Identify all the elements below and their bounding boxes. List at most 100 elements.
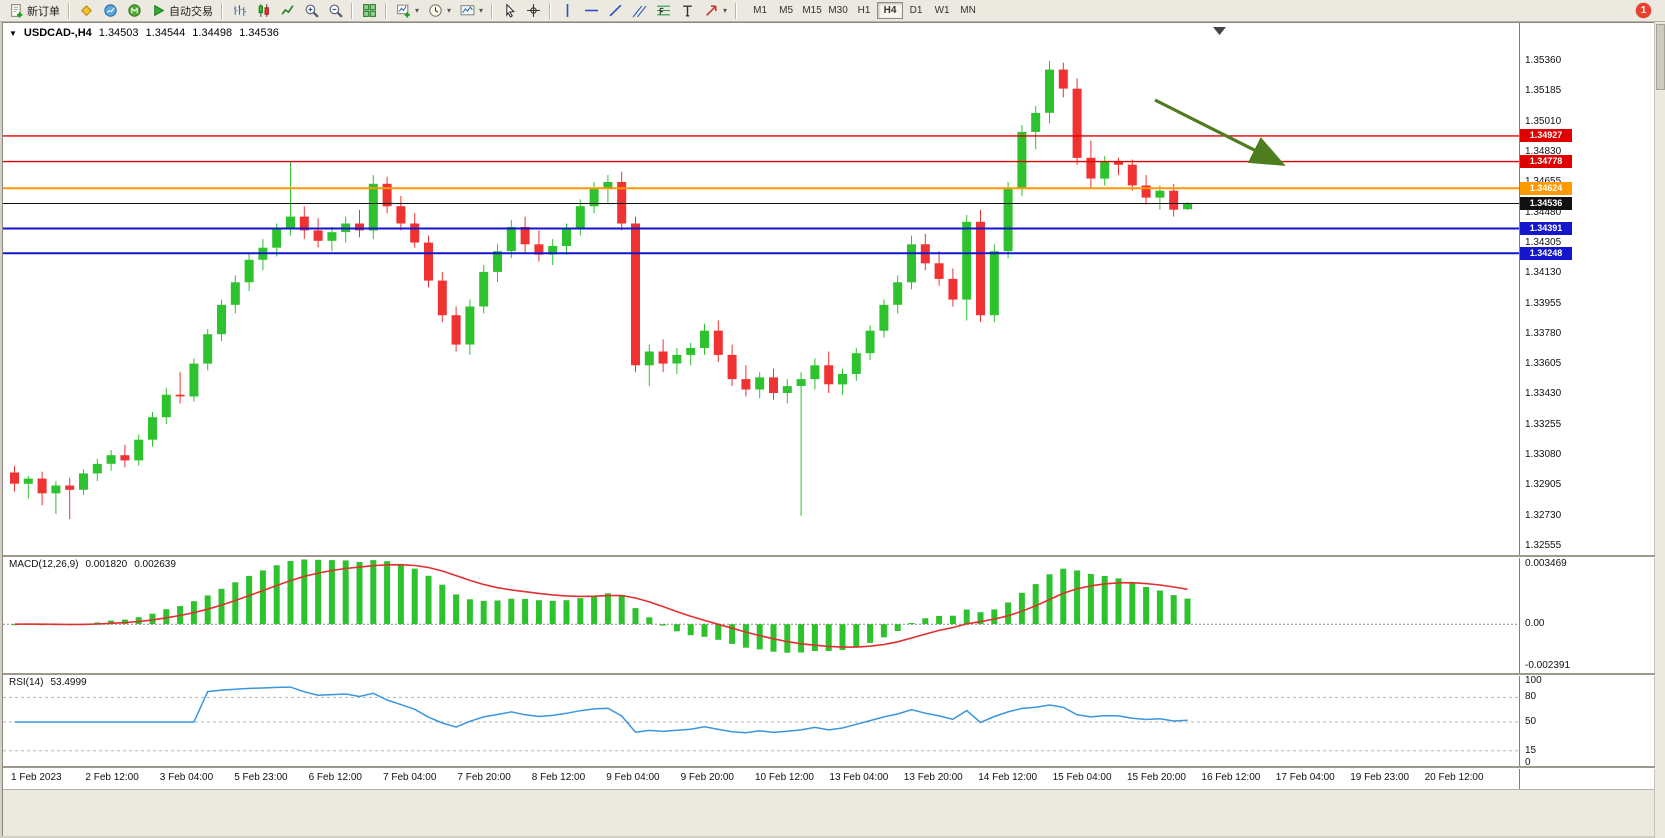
horizontal-line-tool-button[interactable] [579,1,603,20]
text-tool-button[interactable] [675,1,699,20]
candle [851,353,861,374]
chart-line-button[interactable] [275,1,299,20]
mql5-community-button[interactable] [122,1,146,20]
candle [989,251,999,316]
fibonacci-tool-button[interactable] [651,1,675,20]
time-axis[interactable]: 1 Feb 2023 2 Feb 12:00 3 Feb 04:00 5 Feb 23… [3,768,1655,789]
template-icon [459,3,475,18]
candle [493,251,502,272]
candle [631,223,640,366]
macd-histogram-bar [922,618,929,625]
new-order-button[interactable]: 新订单 [4,1,64,20]
metaeditor-button[interactable] [74,1,98,20]
candle [203,334,213,364]
zoom-in-button[interactable] [299,1,323,20]
channel-icon [631,3,647,18]
timeframe-m5[interactable]: M5 [773,2,799,19]
candle [37,478,47,494]
macd-histogram-bar [963,609,970,625]
main-chart-pane[interactable]: ▼ USDCAD-,H4 1.34503 1.34544 1.34498 1.3… [3,23,1655,555]
chart-shift-marker[interactable] [1213,27,1226,35]
cursor-tool-button[interactable] [497,1,521,20]
candle [865,330,875,354]
rsi-value: 53.4999 [50,677,87,688]
macd-histogram-bar [991,609,998,625]
macd-histogram-bar [1018,592,1025,625]
candle [548,246,558,255]
zoom-out-button[interactable] [323,1,347,20]
trend-arrow-annotation[interactable] [1154,98,1286,166]
profiles-button[interactable]: ▾ [423,1,455,20]
rsi-label: RSI(14) [9,677,44,688]
new-chart-button[interactable]: ▾ [391,1,423,20]
panel-separator[interactable] [3,555,1655,558]
panel-separator[interactable] [3,673,1655,676]
macd-histogram-bar [342,560,349,625]
tile-windows-button[interactable] [357,1,381,20]
macd-histogram-bar [11,624,18,626]
macd-histogram-bar [287,561,294,625]
autotrading-play-icon [150,3,166,18]
horizontal-line-icon [583,3,599,18]
macd-histogram-bar [246,575,253,625]
templates-button[interactable]: ▾ [455,1,487,20]
candle [1100,161,1110,179]
rsi-pane[interactable]: RSI(14) 53.4999 100 80 50 15 0 [3,675,1655,766]
macd-histogram-bar [1115,578,1122,625]
macd-histogram-bar [853,624,860,648]
autotrading-button[interactable]: 自动交易 [146,1,217,20]
macd-histogram-bar [1087,574,1094,625]
price-chart-canvas[interactable] [3,23,1519,555]
timeframe-d1[interactable]: D1 [903,2,929,19]
rsi-canvas[interactable] [3,675,1519,766]
timeframe-h4[interactable]: H4 [877,2,904,19]
crosshair-tool-button[interactable] [521,1,545,20]
macd-pane[interactable]: MACD(12,26,9) 0.001820 0.002639 0.003469… [3,557,1655,673]
arrows-tool-button[interactable]: ▾ [699,1,731,20]
notification-badge[interactable]: 1 [1636,3,1651,18]
panel-separator[interactable] [3,766,1655,769]
tile-windows-icon [361,3,377,18]
scrollbar-thumb[interactable] [1656,24,1665,90]
toolbar-separator [68,2,70,19]
chart-candles-button[interactable] [251,1,275,20]
candle [479,271,489,307]
collapse-ohlc-toggle[interactable]: ▼ [9,28,17,38]
text-tool-icon [679,3,695,18]
price-tag-1.34248: 1.34248 [1520,246,1572,260]
timeframe-m1[interactable]: M1 [747,2,773,19]
macd-histogram-bar [480,600,487,625]
timeframe-mn[interactable]: MN [955,2,981,19]
timeframe-h1[interactable]: H1 [851,2,877,19]
time-axis-label: 6 Feb 12:00 [308,772,362,783]
market-watch-button[interactable] [98,1,122,20]
timeframe-m30[interactable]: M30 [825,2,851,19]
candle [879,304,889,331]
macd-histogram-bar [618,595,625,625]
vertical-scrollbar[interactable] [1654,22,1665,838]
candle [644,351,654,366]
macd-canvas[interactable] [3,557,1519,673]
timeframe-m15[interactable]: M15 [799,2,825,19]
channel-tool-button[interactable] [627,1,651,20]
macd-histogram-bar [632,608,639,625]
chart-bars-button[interactable] [227,1,251,20]
price-axis-label: 1.33255 [1525,418,1562,430]
chevron-down-icon: ▾ [479,6,484,15]
trendline-tool-button[interactable] [603,1,627,20]
vertical-line-tool-button[interactable] [555,1,579,20]
main-toolbar: 新订单 自动交易 ▾ ▾ ▾ [0,0,1665,22]
candle [506,227,516,252]
macd-axis-label: -0.002391 [1525,660,1571,671]
macd-histogram-bar [646,617,653,625]
zoom-out-icon [327,3,343,18]
timeframe-w1[interactable]: W1 [929,2,955,19]
axis-separator[interactable] [1519,23,1520,789]
candle [244,259,254,283]
candle [299,216,309,231]
market-watch-icon [102,3,118,18]
price-tag-1.34624: 1.34624 [1520,181,1572,195]
candle [217,304,226,335]
macd-histogram-bar [1060,568,1067,625]
candlestick-chart-icon [255,3,271,18]
